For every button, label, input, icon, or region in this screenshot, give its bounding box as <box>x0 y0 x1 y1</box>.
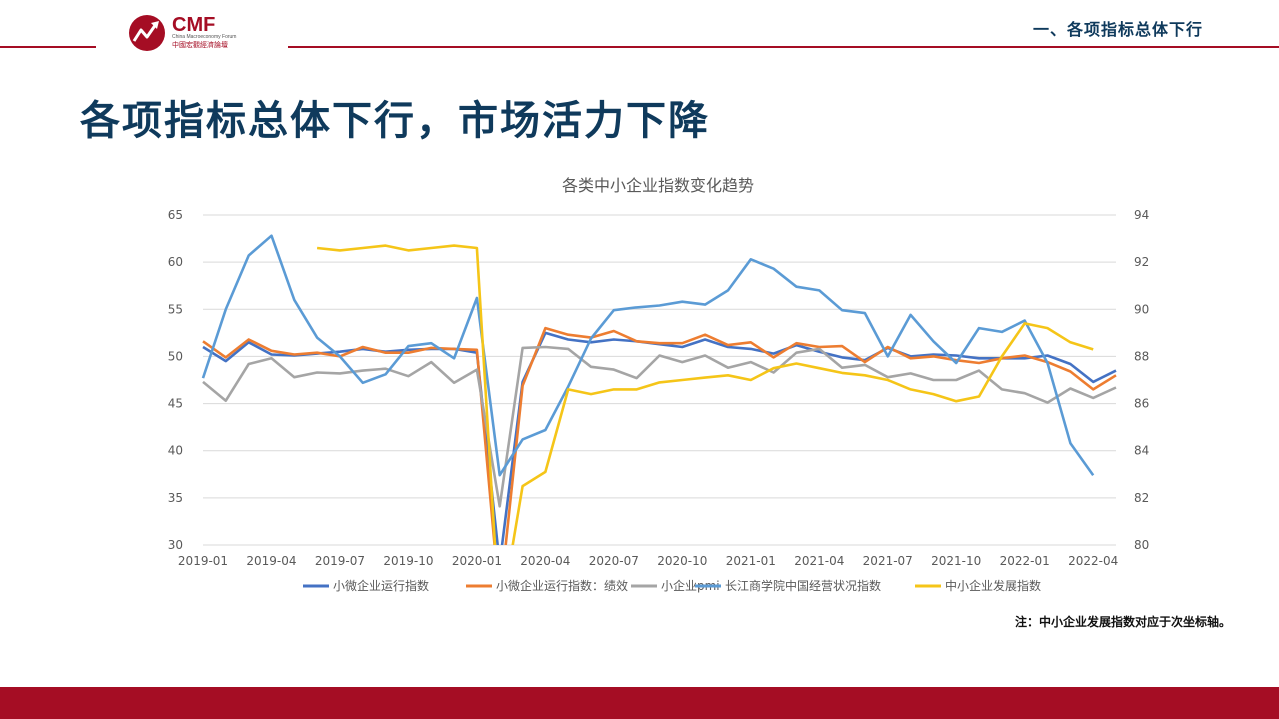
legend: 小微企业运行指数 小微企业运行指数：绩效 小企业pmi 长江商学院中国经营状况指数 中小… <box>303 578 1041 593</box>
legend-label: 小微企业运行指数：绩效 <box>496 578 628 593</box>
x-tick-label: 2021-01 <box>726 554 776 568</box>
y2-tick-label: 92 <box>1134 255 1149 269</box>
y-axis-left: 30 35 40 45 50 55 60 65 <box>168 208 183 552</box>
x-tick-label: 2021-10 <box>931 554 981 568</box>
y2-tick-label: 82 <box>1134 491 1149 505</box>
y-tick-label: 45 <box>168 397 183 411</box>
series-line <box>202 326 1117 545</box>
y-tick-label: 50 <box>168 349 183 363</box>
y2-tick-label: 90 <box>1134 302 1149 316</box>
chart-title: 各类中小企业指数变化趋势 <box>562 176 754 195</box>
y-tick-label: 40 <box>168 444 183 458</box>
x-tick-label: 2019-10 <box>383 554 433 568</box>
x-tick-label: 2021-07 <box>863 554 913 568</box>
x-axis: 2019-01 2019-04 2019-07 2019-10 2020-01 2020-… <box>178 554 1118 568</box>
x-tick-label: 2020-10 <box>657 554 707 568</box>
x-tick-label: 2022-04 <box>1068 554 1118 568</box>
legend-label: 长江商学院中国经营状况指数 <box>725 578 881 593</box>
footnote: 注：中小企业发展指数对应于次坐标轴。 <box>1014 615 1231 629</box>
legend-label: 中小企业发展指数 <box>945 578 1041 593</box>
page-title: 各项指标总体下行，市场活力下降 <box>80 98 710 144</box>
gridlines <box>203 214 1116 546</box>
y-tick-label: 35 <box>168 491 183 505</box>
legend-label: 小微企业运行指数 <box>333 578 429 593</box>
x-tick-label: 2020-04 <box>520 554 570 568</box>
series-lines <box>201 234 1117 545</box>
x-tick-label: 2021-04 <box>794 554 844 568</box>
series-line <box>202 331 1117 545</box>
line-chart: 各类中小企业指数变化趋势 30 35 40 45 50 55 60 65 80 82 84 86 88… <box>168 176 1150 593</box>
logo-text: CMF <box>172 14 215 36</box>
y2-tick-label: 88 <box>1134 349 1149 363</box>
series-line <box>201 234 1095 477</box>
logo-subtext-en: China Macroeconomy Forum <box>172 34 236 40</box>
x-tick-label: 2020-07 <box>589 554 639 568</box>
bottom-bar <box>0 687 1279 719</box>
x-tick-label: 2019-07 <box>315 554 365 568</box>
x-tick-label: 2019-04 <box>246 554 296 568</box>
series-line <box>202 345 1117 508</box>
y2-tick-label: 86 <box>1134 397 1149 411</box>
header-rule-left <box>0 46 96 48</box>
y-tick-label: 55 <box>168 302 183 316</box>
y-tick-label: 30 <box>168 538 183 552</box>
y2-tick-label: 80 <box>1134 538 1149 552</box>
section-label: 一、各项指标总体下行 <box>1032 20 1203 39</box>
cmf-logo: CMF China Macroeconomy Forum 中國宏觀經濟論壇 <box>129 14 236 51</box>
y2-tick-label: 94 <box>1134 208 1149 222</box>
x-tick-label: 2022-01 <box>1000 554 1050 568</box>
x-tick-label: 2020-01 <box>452 554 502 568</box>
y-tick-label: 65 <box>168 208 183 222</box>
x-tick-label: 2019-01 <box>178 554 228 568</box>
logo-subtext-cn: 中國宏觀經濟論壇 <box>172 40 228 49</box>
y2-tick-label: 84 <box>1134 444 1149 458</box>
y-axis-right: 80 82 84 86 88 90 92 94 <box>1134 208 1149 552</box>
y-tick-label: 60 <box>168 255 183 269</box>
header-rule-right <box>288 46 1279 48</box>
legend-label: 小企业pmi <box>661 578 720 593</box>
series-line <box>316 244 1094 545</box>
logo-mark-icon <box>129 15 165 51</box>
